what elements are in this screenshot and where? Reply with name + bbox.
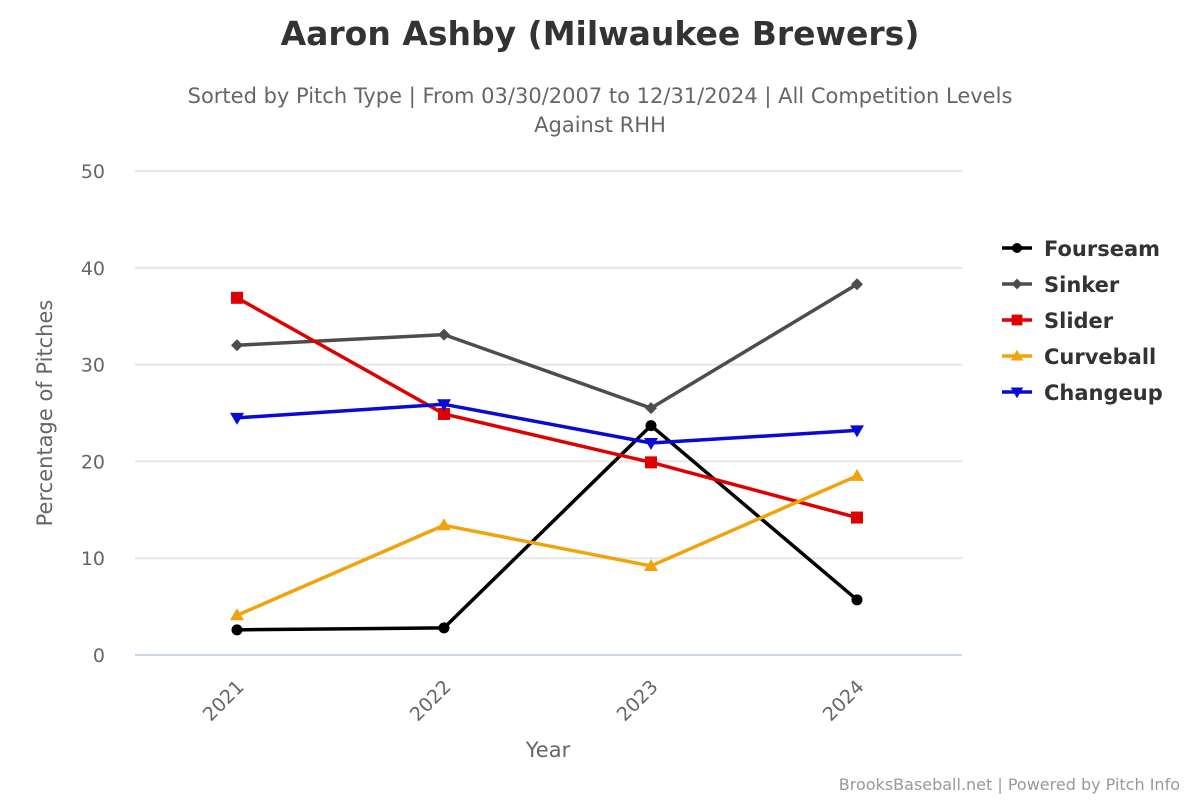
y-tick-label: 0 [93,645,105,667]
y-tick-label: 20 [81,451,105,473]
x-tick-label: 2023 [613,676,663,726]
y-axis-title: Percentage of Pitches [33,300,57,527]
series-changeup[interactable] [230,399,864,451]
data-point[interactable] [850,468,864,481]
y-tick-label: 50 [81,161,105,183]
legend-label: Sinker [1044,273,1120,297]
data-point[interactable] [645,456,657,469]
legend-item-sinker[interactable]: Sinker [1002,273,1120,297]
data-point[interactable] [851,511,863,524]
data-point[interactable] [438,622,450,634]
data-point[interactable] [644,438,658,451]
legend-item-changeup[interactable]: Changeup [1002,381,1163,405]
y-tick-label: 10 [81,548,105,570]
legend-marker-icon [1011,314,1023,326]
data-point[interactable] [850,425,864,438]
data-point[interactable] [231,624,243,636]
series-slider[interactable] [231,291,863,524]
data-point[interactable] [438,407,450,420]
legend-item-curveball[interactable]: Curveball [1002,345,1156,369]
x-tick-label: 2024 [819,676,869,726]
data-point[interactable] [231,291,243,304]
x-axis-title: Year [525,738,571,762]
chart-title: Aaron Ashby (Milwaukee Brewers) [280,14,920,53]
data-point[interactable] [437,399,451,412]
series-curveball[interactable] [230,468,864,621]
legend-marker-icon [1010,387,1024,399]
legend-marker-icon [1012,243,1022,253]
x-tick-label: 2021 [199,676,249,726]
data-point[interactable] [851,594,863,606]
data-point[interactable] [644,558,658,571]
data-point[interactable] [231,339,243,352]
legend-label: Fourseam [1044,237,1160,261]
subtitle-line-2: Against RHH [534,113,666,137]
data-point[interactable] [230,412,244,425]
data-point[interactable] [438,328,450,341]
data-point[interactable] [851,278,863,291]
subtitle-line-1: Sorted by Pitch Type | From 03/30/2007 t… [187,84,1013,108]
data-point[interactable] [645,402,657,415]
series-sinker[interactable] [231,278,863,415]
legend-marker-icon [1011,278,1023,290]
legend-item-slider[interactable]: Slider [1002,309,1114,333]
legend-label: Slider [1044,309,1114,333]
data-point[interactable] [437,518,451,531]
data-point[interactable] [230,608,244,621]
chart-subtitle: Sorted by Pitch Type | From 03/30/2007 t… [0,82,1200,140]
series-fourseam[interactable] [231,420,863,636]
legend-item-fourseam[interactable]: Fourseam [1002,237,1160,261]
legend-marker-icon [1010,349,1024,361]
credit-text: BrooksBaseball.net | Powered by Pitch In… [838,775,1180,794]
y-tick-label: 30 [81,355,105,377]
y-tick-label: 40 [81,258,105,280]
legend-label: Changeup [1044,381,1163,405]
x-tick-label: 2022 [406,676,456,726]
legend-label: Curveball [1044,345,1156,369]
data-point[interactable] [645,420,657,432]
